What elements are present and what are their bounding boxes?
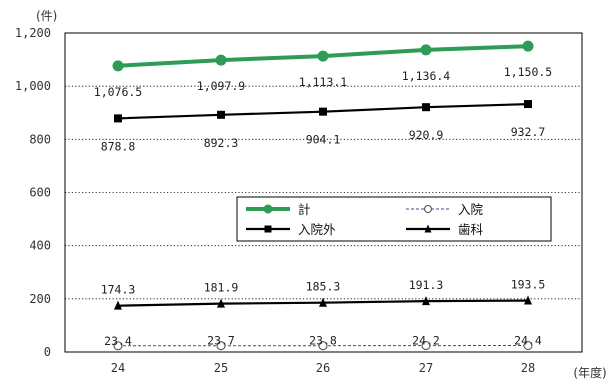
x-tick-label: 24 (111, 361, 125, 375)
y-tick-label: 600 (29, 186, 51, 200)
legend-label: 計 (298, 202, 311, 217)
data-point (114, 114, 122, 123)
y-tick-label: 400 (29, 239, 51, 253)
data-point (319, 297, 327, 307)
data-point (420, 44, 432, 56)
data-label: 1,136.4 (402, 69, 451, 83)
data-label: 1,097.9 (197, 79, 246, 93)
y-axis-unit: (件) (36, 9, 57, 23)
x-tick-label: 26 (316, 361, 330, 375)
data-label: 892.3 (204, 136, 239, 150)
data-point (319, 107, 327, 116)
data-point (112, 60, 124, 72)
legend-marker (424, 224, 432, 233)
legend-label: 歯科 (458, 222, 484, 237)
data-label: 174.3 (101, 283, 136, 297)
data-label: 24.2 (412, 334, 440, 348)
legend-label: 入院外 (298, 222, 336, 237)
data-point (523, 340, 533, 351)
data-point (217, 298, 225, 308)
legend-label: 入院 (458, 202, 484, 217)
data-point (216, 341, 226, 351)
data-point (522, 40, 534, 52)
x-tick-label: 28 (521, 361, 535, 375)
data-label: 191.3 (409, 278, 444, 292)
data-point (317, 50, 329, 62)
y-tick-label: 0 (44, 345, 51, 359)
data-label: 1,150.5 (504, 65, 552, 79)
data-point (421, 341, 431, 351)
data-label: 181.9 (204, 281, 239, 295)
data-label: 878.8 (101, 139, 136, 153)
data-point (318, 341, 328, 351)
data-label: 932.7 (511, 125, 546, 139)
legend-marker (423, 204, 433, 214)
x-tick-label: 27 (419, 361, 433, 375)
y-tick-label: 1,200 (15, 26, 51, 40)
data-label: 1,113.1 (299, 75, 348, 89)
data-point (524, 295, 532, 305)
y-tick-label: 800 (29, 132, 51, 146)
data-label: 23.7 (207, 334, 235, 348)
y-tick-label: 1,000 (15, 79, 51, 93)
legend-box (236, 196, 552, 242)
data-point (113, 341, 123, 351)
x-axis-unit: (年度) (573, 365, 606, 380)
y-tick-label: 200 (29, 292, 51, 306)
data-point (217, 110, 225, 119)
x-tick-label: 25 (214, 361, 228, 375)
data-label: 193.5 (511, 278, 546, 292)
data-label: 23.8 (309, 334, 337, 348)
legend-marker (264, 225, 272, 233)
legend-marker (263, 204, 273, 214)
data-point (524, 100, 532, 109)
data-point (215, 54, 227, 66)
data-point (422, 103, 430, 112)
data-point (114, 300, 122, 310)
data-label: 24.4 (514, 334, 542, 348)
data-label: 23.4 (104, 334, 132, 348)
data-label: 1,076.5 (94, 85, 142, 99)
data-label: 904.1 (306, 133, 341, 147)
data-point (422, 296, 430, 306)
data-label: 920.9 (409, 128, 444, 142)
data-label: 185.3 (306, 280, 341, 294)
